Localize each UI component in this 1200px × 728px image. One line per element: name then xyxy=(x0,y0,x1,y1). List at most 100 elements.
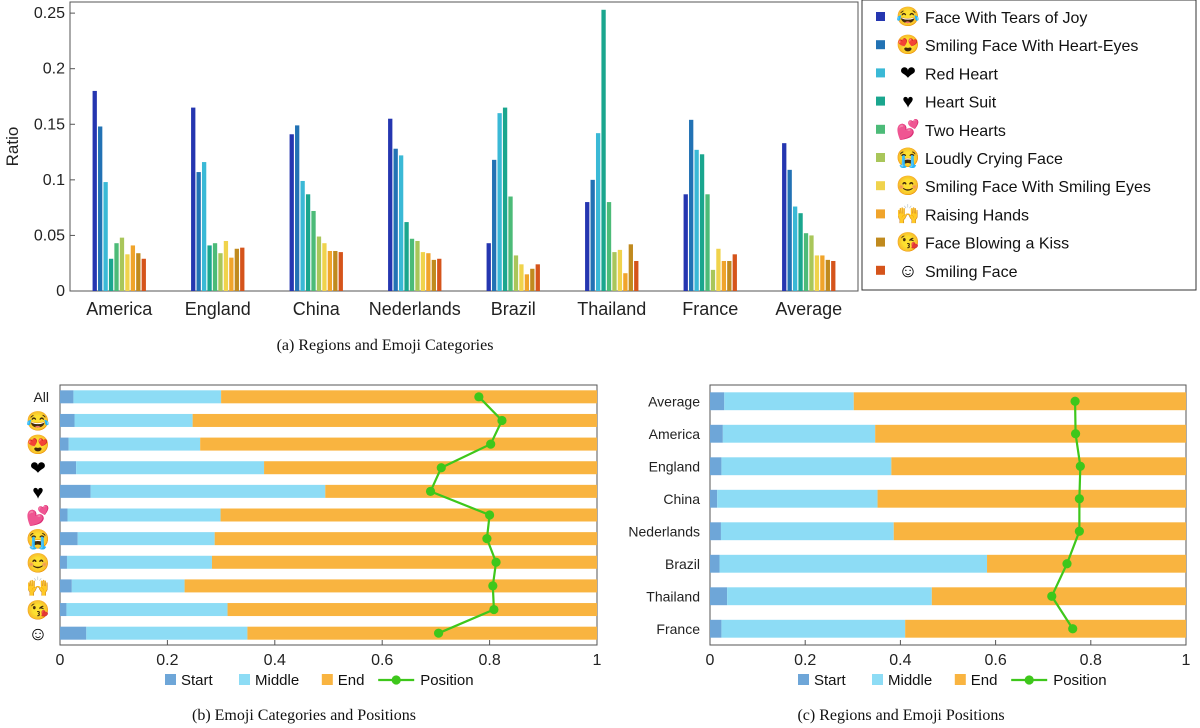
bar-brazil-7 xyxy=(524,274,530,291)
category-label: France xyxy=(656,621,700,637)
bar-segment-start xyxy=(60,390,74,404)
bar-china-6 xyxy=(322,243,327,291)
legend-label: Start xyxy=(814,672,847,689)
bar-segment-start xyxy=(60,532,78,546)
category-emoji-icon: 🙌 xyxy=(26,576,50,598)
bar-segment-end xyxy=(227,603,597,617)
category-label: America xyxy=(649,426,701,442)
bar-thailand-8 xyxy=(628,244,633,291)
bar-nederlands-4 xyxy=(409,238,415,291)
legend-swatch xyxy=(165,674,176,685)
bar-segment-middle xyxy=(86,626,248,640)
category-emoji-icon: 😂 xyxy=(26,410,50,432)
bar-segment-middle xyxy=(720,522,894,541)
bar-china-5 xyxy=(316,236,322,291)
bar-china-1 xyxy=(295,125,300,291)
bar-nederlands-6 xyxy=(420,252,426,291)
legend-emoji-icon: 😘 xyxy=(896,232,920,254)
legend-emoji-icon: 💕 xyxy=(896,118,920,141)
bar-china-2 xyxy=(300,180,305,291)
bar-segment-start xyxy=(710,489,718,508)
legend-swatch xyxy=(872,674,883,685)
bar-france-4 xyxy=(705,194,710,291)
bar-brazil-0 xyxy=(486,243,491,291)
bar-brazil-5 xyxy=(513,255,519,291)
bar-england-4 xyxy=(212,243,218,291)
bar-thailand-7 xyxy=(623,273,628,291)
bar-segment-middle xyxy=(66,555,212,569)
category-label: China xyxy=(663,491,700,507)
x-tick-label: 0 xyxy=(706,652,715,669)
legend-emoji-icon: 🙌 xyxy=(896,203,920,225)
x-tick-label: Nederlands xyxy=(369,299,461,319)
bar-segment-end xyxy=(214,532,597,546)
bar-brazil-3 xyxy=(502,107,508,291)
bar-england-9 xyxy=(240,247,245,291)
bar-china-7 xyxy=(327,250,333,291)
bar-nederlands-1 xyxy=(393,148,398,291)
bar-america-2 xyxy=(103,182,108,291)
bar-average-3 xyxy=(798,213,803,291)
bar-segment-end xyxy=(184,579,598,593)
caption-b: (b) Emoji Categories and Positions xyxy=(192,707,416,724)
bar-france-0 xyxy=(683,194,688,291)
category-label: England xyxy=(649,458,700,474)
legend-swatch xyxy=(876,209,885,219)
bar-thailand-6 xyxy=(617,249,623,291)
bar-england-3 xyxy=(207,245,212,291)
bar-segment-middle xyxy=(77,532,215,546)
x-tick-label: 1 xyxy=(1182,652,1191,669)
bar-segment-end xyxy=(192,413,597,427)
caption-c: (c) Regions and Emoji Positions xyxy=(797,707,1004,724)
legend-label: Face With Tears of Joy xyxy=(925,10,1087,27)
position-point xyxy=(1062,559,1072,569)
bar-brazil-4 xyxy=(508,196,513,291)
bar-thailand-0 xyxy=(585,202,590,291)
x-tick-label: 0.4 xyxy=(264,652,286,669)
legend-swatch xyxy=(239,674,250,685)
bar-segment-middle xyxy=(721,619,906,638)
bar-england-7 xyxy=(229,257,234,291)
bar-america-9 xyxy=(141,258,146,291)
bar-china-0 xyxy=(289,134,294,291)
legend-swatch xyxy=(321,674,333,685)
legend-label: Start xyxy=(181,672,214,689)
bar-france-5 xyxy=(710,269,716,291)
category-label: All xyxy=(33,389,49,405)
chart-a-regions-emoji-categories: 0 0.05 0.1 0.15 0.2 0.25 Ratio America England Ch… xyxy=(3,0,1197,319)
bar-nederlands-8 xyxy=(431,259,436,291)
legend-label: Middle xyxy=(888,672,932,689)
legend-emoji-icon: 😂 xyxy=(896,6,920,28)
plot-frame xyxy=(709,384,1187,646)
legend-label: Loudly Crying Face xyxy=(925,151,1063,168)
bar-segment-end xyxy=(877,489,1186,508)
bar-france-7 xyxy=(721,260,727,291)
category-emoji-icon: ♥ xyxy=(32,482,43,503)
bar-segment-start xyxy=(60,603,67,617)
x-tick-label: England xyxy=(185,299,251,319)
legend-label: Smiling Face With Heart-Eyes xyxy=(925,38,1138,55)
category-label: Nederlands xyxy=(628,523,700,539)
bar-america-0 xyxy=(92,90,97,291)
position-point xyxy=(425,486,436,496)
bar-nederlands-5 xyxy=(415,240,420,291)
bar-segment-middle xyxy=(719,554,988,573)
bar-segment-middle xyxy=(71,579,185,593)
legend-swatch xyxy=(798,674,809,685)
legend-emoji-icon: ☺ xyxy=(898,261,917,282)
bar-average-9 xyxy=(831,260,836,291)
legend-swatch xyxy=(876,237,885,247)
bar-thailand-9 xyxy=(634,260,639,291)
bar-segment-end xyxy=(264,461,597,475)
bar-america-3 xyxy=(108,258,114,291)
bar-france-8 xyxy=(727,260,732,291)
bar-segment-end xyxy=(931,587,1186,606)
bar-segment-end xyxy=(905,619,1186,638)
bar-brazil-6 xyxy=(519,264,524,291)
legend-swatch xyxy=(876,124,885,134)
bar-segment-start xyxy=(60,484,91,498)
position-point xyxy=(1068,624,1078,634)
position-point xyxy=(482,534,492,544)
bar-thailand-4 xyxy=(606,202,612,291)
category-emoji-icon: 😊 xyxy=(26,552,50,574)
